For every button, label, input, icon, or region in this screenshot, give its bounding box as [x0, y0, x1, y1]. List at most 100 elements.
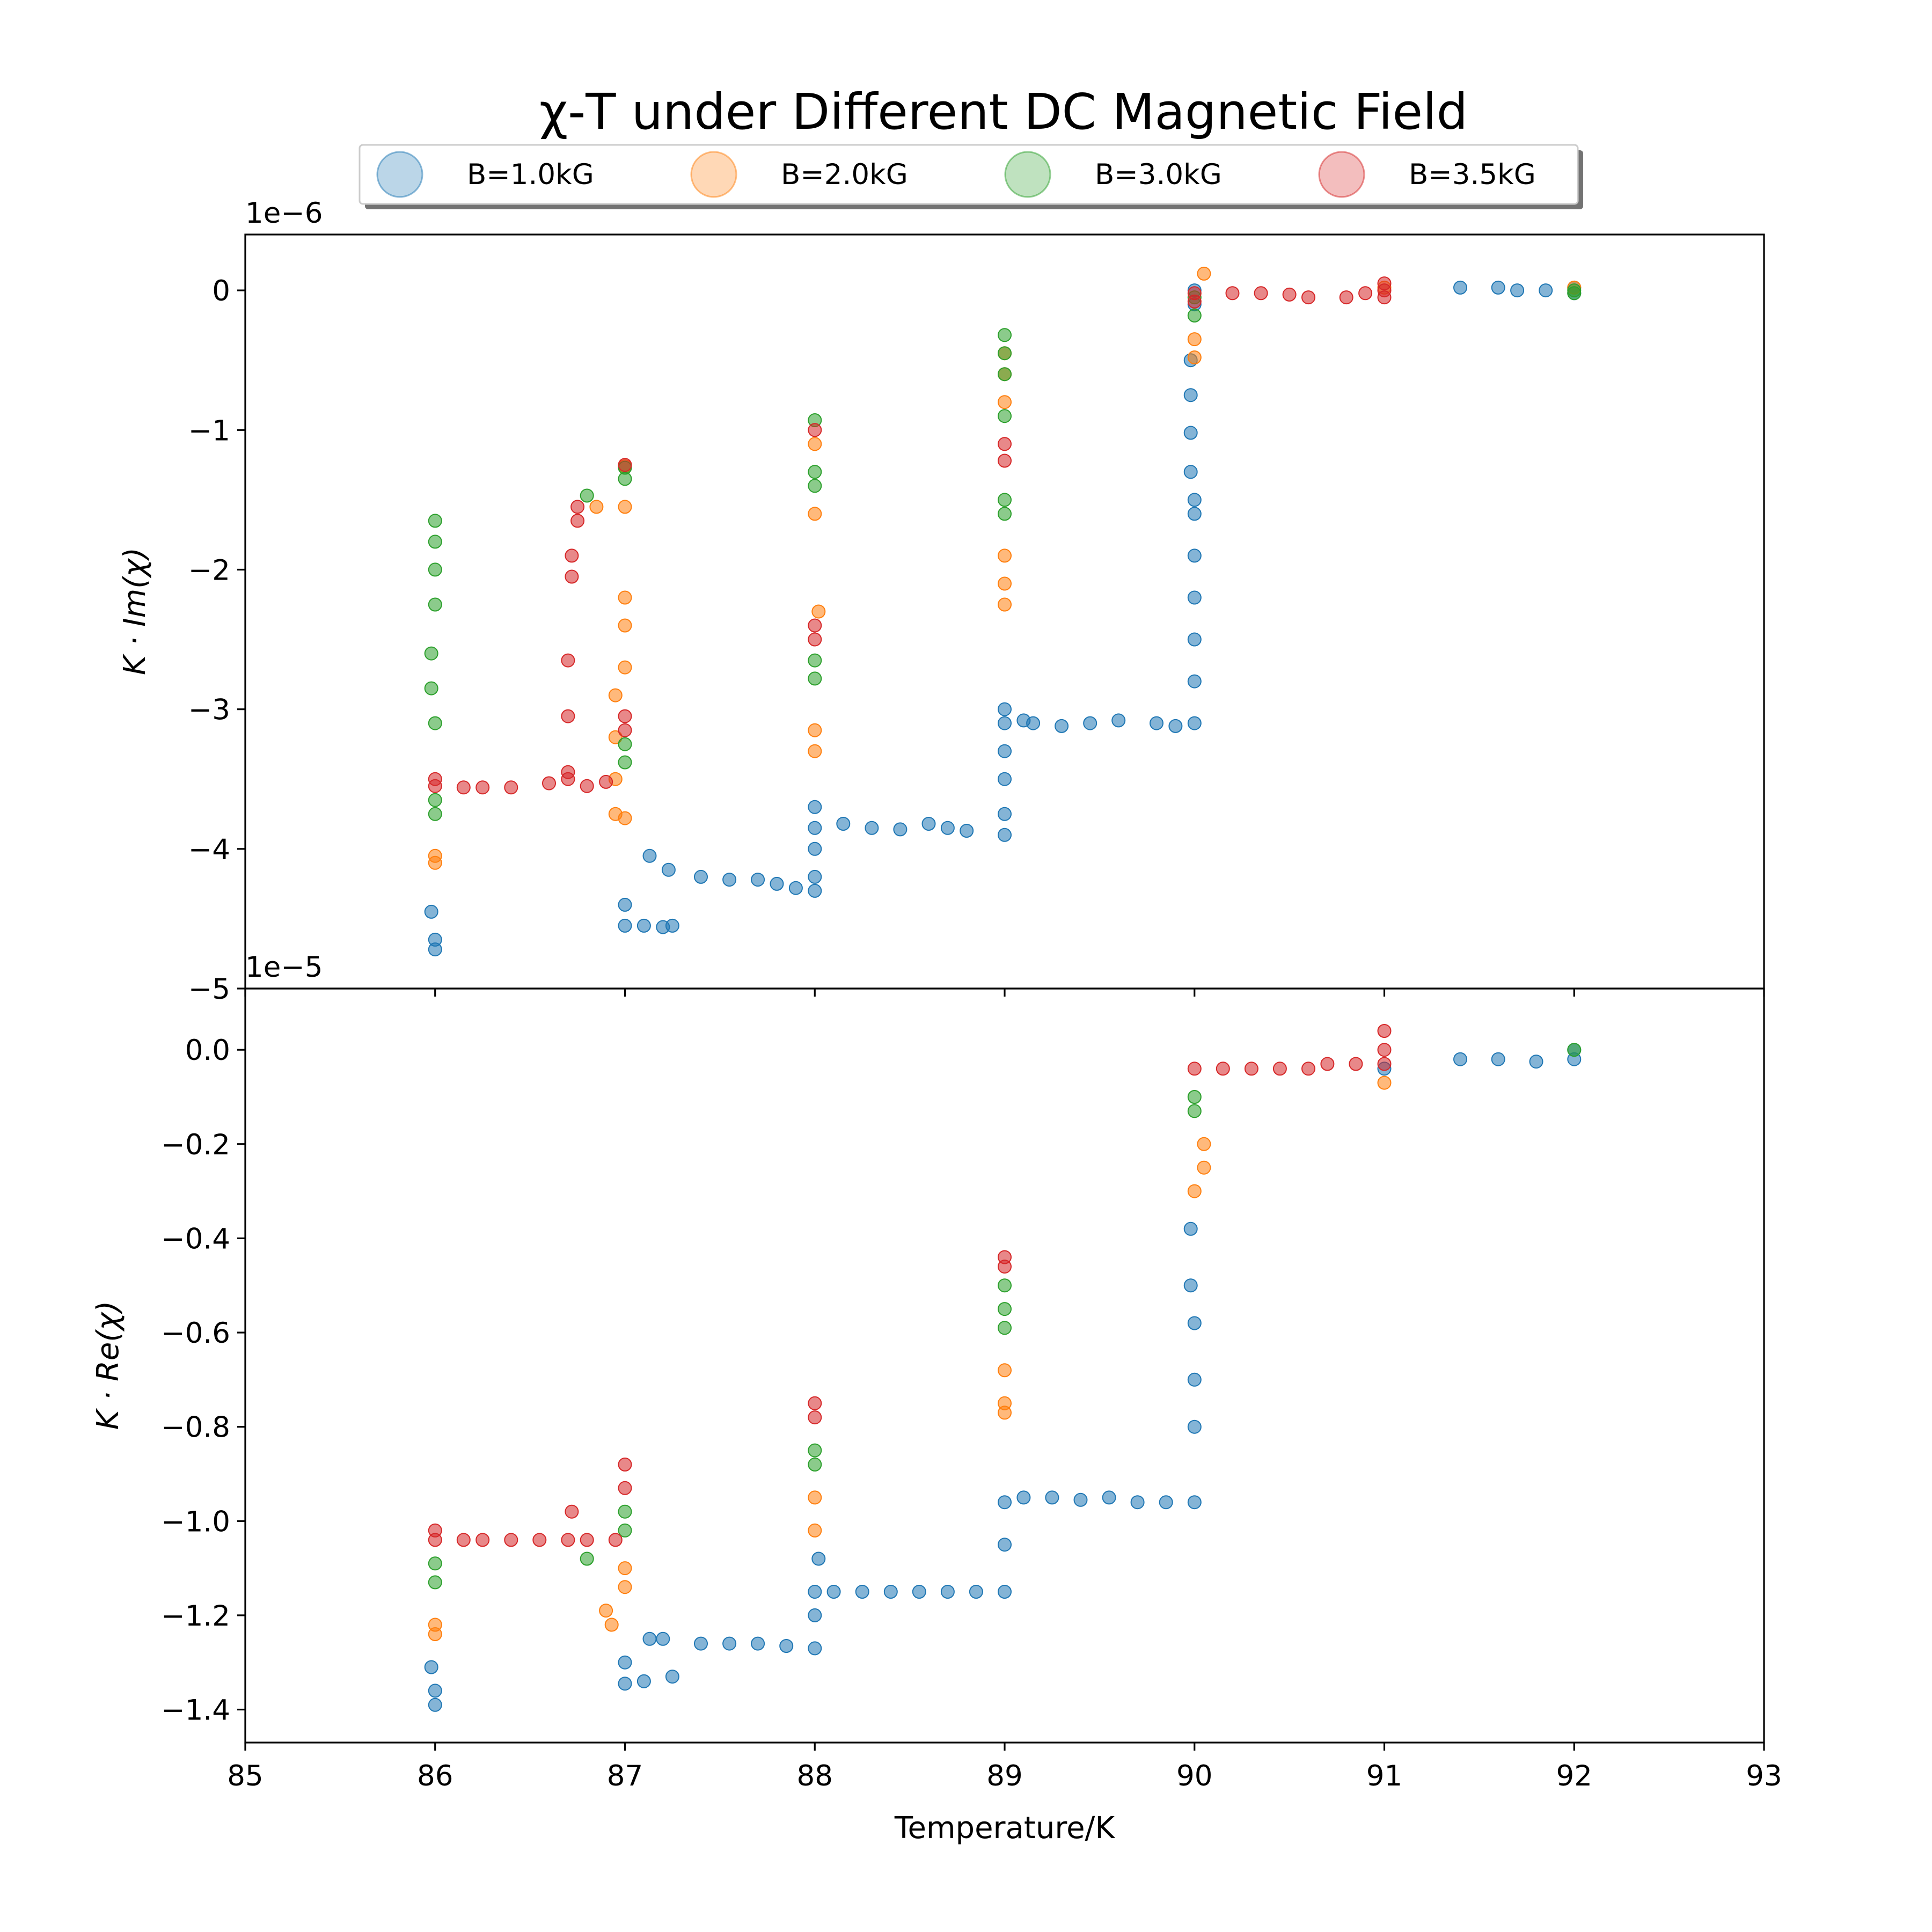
im-ytick-label-5: 0	[212, 275, 230, 308]
re-point-0-28	[1073, 1492, 1088, 1507]
re-point-3-21	[1320, 1057, 1335, 1071]
im-point-3-23	[998, 437, 1012, 451]
im-point-3-33	[1377, 276, 1392, 291]
re-point-0-11	[751, 1636, 765, 1651]
im-points-layer	[424, 266, 1582, 957]
re-point-0-26	[1016, 1490, 1031, 1505]
im-offset-text: 1e−6	[245, 197, 323, 230]
im-point-0-17	[808, 841, 822, 856]
re-point-0-21	[940, 1585, 955, 1599]
re-point-2-5	[808, 1457, 822, 1472]
im-point-2-4	[424, 646, 438, 661]
im-point-0-19	[808, 800, 822, 814]
im-point-0-31	[998, 702, 1012, 716]
im-point-0-12	[751, 873, 765, 887]
im-point-2-1	[428, 793, 442, 807]
re-point-0-16	[811, 1552, 826, 1566]
im-point-3-7	[561, 709, 575, 723]
re-point-0-1	[428, 1684, 442, 1698]
re-series-0	[424, 1043, 1582, 1712]
im-point-3-25	[1187, 286, 1202, 301]
re-point-0-4	[618, 1655, 632, 1670]
im-point-0-27	[998, 807, 1012, 821]
legend-marker-0	[376, 151, 423, 198]
re-point-0-32	[1187, 1495, 1202, 1510]
im-point-0-21	[865, 821, 879, 835]
im-point-1-19	[998, 576, 1012, 591]
im-point-0-47	[1183, 426, 1198, 440]
re-ylabel: K · Re(χ)	[91, 1301, 126, 1430]
re-point-1-5	[618, 1561, 632, 1576]
re-point-0-2	[424, 1660, 438, 1674]
re-point-1-13	[1197, 1137, 1211, 1151]
im-point-1-24	[1187, 350, 1202, 364]
im-point-1-16	[808, 507, 822, 521]
im-point-1-15	[811, 604, 826, 619]
im-point-2-7	[428, 535, 442, 549]
re-point-1-2	[599, 1604, 613, 1618]
im-point-3-15	[599, 774, 613, 789]
re-point-0-24	[998, 1538, 1012, 1552]
re-point-2-7	[998, 1321, 1012, 1335]
im-point-0-15	[808, 883, 822, 898]
im-series-3	[428, 276, 1392, 795]
legend-marker-3	[1318, 151, 1365, 198]
re-point-3-12	[808, 1410, 822, 1425]
im-point-0-26	[998, 828, 1012, 842]
re-point-1-12	[1197, 1160, 1211, 1175]
im-point-0-10	[694, 869, 708, 884]
im-point-0-23	[921, 817, 936, 831]
re-point-2-0	[428, 1575, 442, 1590]
re-point-0-20	[912, 1585, 926, 1599]
im-point-0-33	[1026, 716, 1041, 730]
re-point-2-3	[618, 1523, 632, 1538]
re-point-2-4	[618, 1504, 632, 1519]
re-point-0-29	[1102, 1490, 1116, 1505]
re-point-3-22	[1349, 1057, 1363, 1071]
re-point-0-17	[826, 1585, 841, 1599]
re-point-3-16	[1187, 1062, 1202, 1076]
re-point-3-18	[1244, 1062, 1258, 1076]
im-point-2-21	[998, 409, 1012, 423]
im-point-0-38	[1168, 719, 1183, 733]
im-point-2-5	[428, 597, 442, 612]
im-point-3-12	[570, 500, 585, 514]
re-point-0-33	[1187, 1419, 1202, 1434]
re-point-2-10	[1187, 1104, 1202, 1118]
im-point-2-11	[618, 737, 632, 751]
re-point-3-7	[565, 1504, 579, 1519]
im-point-0-46	[1183, 465, 1198, 479]
re-point-1-3	[604, 1618, 619, 1632]
re-point-3-8	[580, 1533, 594, 1547]
im-point-1-11	[589, 500, 604, 514]
im-ytick-label-0: −5	[188, 973, 230, 1006]
re-point-2-8	[998, 1302, 1012, 1316]
im-point-0-7	[665, 918, 679, 933]
im-point-0-18	[808, 821, 822, 835]
im-point-1-21	[998, 395, 1012, 409]
im-point-1-20	[998, 548, 1012, 563]
im-point-3-34	[1377, 290, 1392, 305]
re-ytick-label-0: −1.4	[161, 1694, 230, 1727]
re-point-3-20	[1301, 1062, 1315, 1076]
re-point-3-6	[561, 1533, 575, 1547]
xtick-label-3: 88	[797, 1760, 833, 1792]
xtick-label-7: 92	[1556, 1760, 1592, 1792]
im-point-2-3	[424, 681, 438, 696]
im-point-3-20	[808, 618, 822, 633]
im-ytick-label-2: −3	[188, 694, 230, 727]
im-point-2-28	[1567, 283, 1582, 298]
re-point-3-15	[998, 1250, 1012, 1264]
subplot-imaginary: −5 −4 −3 −2 −1 0 1e−6 K · Im(χ)	[118, 197, 1765, 1006]
im-point-0-53	[1491, 280, 1505, 295]
im-point-2-14	[808, 671, 822, 686]
im-point-0-24	[940, 821, 955, 835]
im-point-0-34	[1055, 719, 1069, 733]
im-point-3-18	[618, 458, 632, 472]
xtick-label-8: 93	[1746, 1760, 1782, 1792]
subplot-real: −1.4 −1.2 −1.0 −0.8 −0.6 −0.4 −0.2 0.0 85 86 87 88…	[91, 951, 1782, 1792]
im-point-0-30	[998, 716, 1012, 730]
legend-marker-1	[690, 151, 737, 198]
im-point-1-7	[618, 660, 632, 675]
im-point-0-11	[722, 873, 737, 887]
